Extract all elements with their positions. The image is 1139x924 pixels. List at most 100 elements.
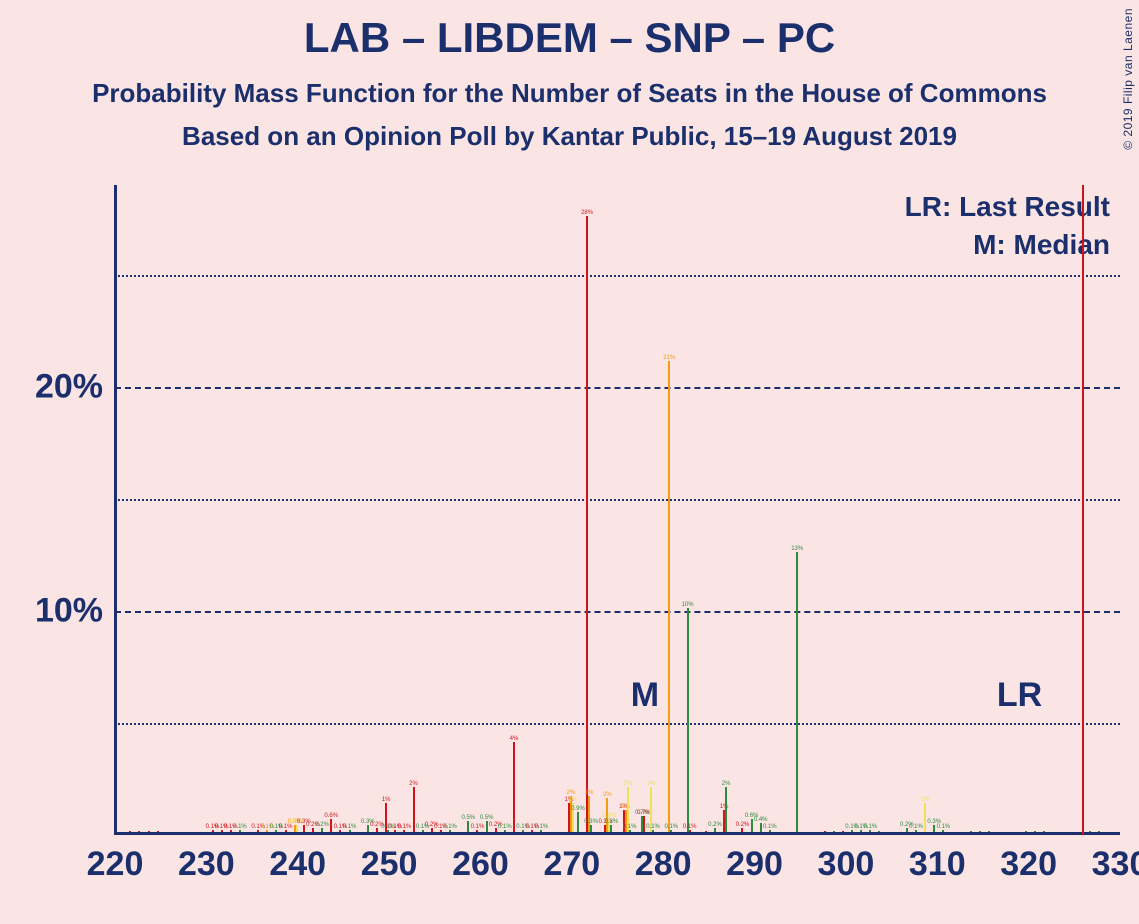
bar-red: 0.6% <box>330 819 332 832</box>
last-result-line <box>1082 185 1084 835</box>
bar-green: 0.1% <box>239 830 241 832</box>
bar-value-label: 0.1% <box>863 824 877 830</box>
bar-green: 0.1% <box>349 830 351 832</box>
bar-red: 0.1% <box>440 830 442 832</box>
bar-green <box>1089 831 1091 832</box>
bar-green: 0.1% <box>629 830 631 832</box>
bar-value-label: 1% <box>382 797 391 803</box>
bar-value-label: 1% <box>720 804 729 810</box>
bar-green: 0.6% <box>751 819 753 832</box>
bar-green: 0.1% <box>504 830 506 832</box>
bar-value-label: 0.1% <box>233 824 247 830</box>
y-tick-label: 10% <box>35 591 115 630</box>
bar-green <box>979 831 981 832</box>
x-tick-label: 230 <box>178 835 235 884</box>
x-tick-label: 270 <box>543 835 600 884</box>
bar-value-label: 0.6% <box>603 813 617 819</box>
bar-green <box>988 831 990 832</box>
bar-value-label: 4% <box>510 736 519 742</box>
bar-value-label: 1% <box>568 797 577 803</box>
bar-red: 0.2% <box>741 828 743 832</box>
bar-green <box>1043 831 1045 832</box>
bar-red: 0.1% <box>285 830 287 832</box>
x-tick-label: 310 <box>909 835 966 884</box>
bar-green: 0.4% <box>760 823 762 832</box>
bar-green: 0.9% <box>577 812 579 832</box>
bar-yellow: 0.3% <box>296 825 298 832</box>
bar-value-label: 2% <box>585 790 594 796</box>
bar-value-label: 0.1% <box>343 824 357 830</box>
bar-value-label: 1% <box>921 797 930 803</box>
bar-orange: 21% <box>668 361 670 832</box>
bar-green: 0.2% <box>906 828 908 832</box>
bar-green <box>970 831 972 832</box>
x-tick-label: 290 <box>726 835 783 884</box>
bar-green: 0.1% <box>522 830 524 832</box>
bar-green <box>833 831 835 832</box>
bar-value-label: 0.7% <box>637 810 651 816</box>
last-result-marker: LR <box>997 676 1042 715</box>
bar-value-label: 2% <box>722 781 731 787</box>
plot-area: LR: Last Result M: Median 10%20%22023024… <box>115 185 1120 835</box>
bar-red <box>705 831 707 832</box>
bar-value-label: 2% <box>647 781 656 787</box>
bar-value-label: 0.3% <box>584 819 598 825</box>
bar-value-label: 0.9% <box>571 806 585 812</box>
bar-green: 10% <box>687 608 689 832</box>
bar-green: 0.1% <box>851 830 853 832</box>
bar-red: 0.1% <box>339 830 341 832</box>
bar-red: 0.1% <box>689 830 691 832</box>
bar-red: 0.2% <box>376 828 378 832</box>
bar-value-label: 13% <box>791 546 803 552</box>
x-tick-label: 260 <box>452 835 509 884</box>
bar-value-label: 10% <box>682 602 694 608</box>
bar-value-label: 0.3% <box>605 819 619 825</box>
bar-green <box>1034 831 1036 832</box>
bar-value-label: 0.1% <box>763 824 777 830</box>
bar-red <box>129 831 131 832</box>
bar-value-label: 0.1% <box>646 824 660 830</box>
bar-red: 0.1% <box>531 830 533 832</box>
bar-red: 0.2% <box>495 828 497 832</box>
y-tick-label: 20% <box>35 367 115 406</box>
x-tick-label: 240 <box>269 835 326 884</box>
bar-red: 0.1% <box>230 830 232 832</box>
bar-red: 0.1% <box>403 830 405 832</box>
bar-red: 4% <box>513 742 515 832</box>
bar-red: 2% <box>413 787 415 832</box>
x-tick-label: 300 <box>818 835 875 884</box>
bar-green: 0.2% <box>714 828 716 832</box>
bar-value-label: 0.1% <box>535 824 549 830</box>
bar-green: 0.1% <box>540 830 542 832</box>
bar-green <box>1098 831 1100 832</box>
x-tick-label: 250 <box>361 835 418 884</box>
bar-value-label: 2% <box>566 790 575 796</box>
bar-green: 2% <box>725 787 727 832</box>
bar-orange: 0.1% <box>266 830 268 832</box>
bar-red: 0.3% <box>303 825 305 832</box>
bar-green: 0.1% <box>860 830 862 832</box>
bar-green: 13% <box>796 552 798 832</box>
bar-value-label: 0.1% <box>937 824 951 830</box>
grid-major-line <box>115 387 1120 389</box>
grid-major-line <box>115 611 1120 613</box>
bar-value-label: 0.6% <box>324 813 338 819</box>
bar-green: 0.1% <box>869 830 871 832</box>
bar-red <box>157 831 159 832</box>
bar-red: 0.1% <box>476 830 478 832</box>
bar-value-label: 28% <box>581 210 593 216</box>
bar-red: 0.1% <box>257 830 259 832</box>
copyright-text: © 2019 Filip van Laenen <box>1121 8 1135 150</box>
bar-value-label: 0.1% <box>909 824 923 830</box>
bar-red: 0.1% <box>221 830 223 832</box>
bar-green: 0.3% <box>610 825 612 832</box>
bar-green: 0.1% <box>769 830 771 832</box>
bar-green: 0.1% <box>449 830 451 832</box>
bar-green: 0.1% <box>670 830 672 832</box>
bar-value-label: 0.1% <box>443 824 457 830</box>
bar-value-label: 0.1% <box>498 824 512 830</box>
x-tick-label: 320 <box>1000 835 1057 884</box>
bar-value-label: 21% <box>663 355 675 361</box>
bar-value-label: 0.1% <box>471 824 485 830</box>
bar-value-label: 0.5% <box>461 815 475 821</box>
